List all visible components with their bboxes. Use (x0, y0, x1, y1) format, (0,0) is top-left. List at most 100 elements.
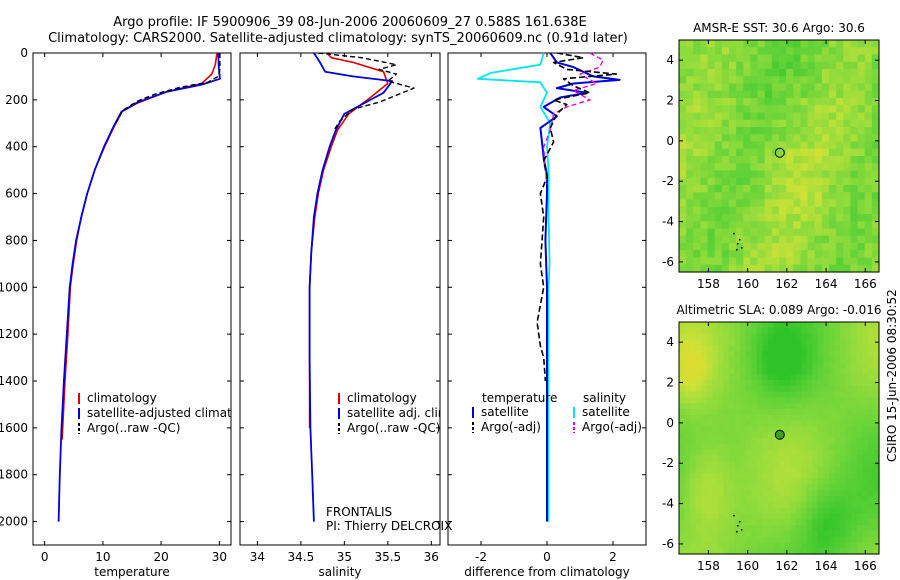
heatmap-cell (701, 397, 708, 404)
heatmap-cell (817, 548, 825, 555)
heatmap-cell (867, 472, 875, 480)
heatmap-cell (864, 177, 873, 186)
heatmap-cell (740, 345, 747, 352)
heatmap-cell (773, 368, 780, 375)
heatmap-cell (845, 525, 852, 532)
heatmap-cell (764, 98, 773, 106)
heatmap-cell (779, 420, 786, 427)
heatmap-cell (829, 228, 837, 237)
heatmap-cell (679, 374, 686, 381)
heatmap-cell (750, 134, 759, 143)
heatmap-cell (829, 47, 837, 56)
heatmap-cell (736, 40, 744, 48)
heatmap-cell (701, 322, 708, 329)
heatmap-cell (836, 134, 844, 143)
heatmap-cell (867, 403, 875, 410)
heatmap-cell (856, 542, 863, 549)
heatmap-cell (873, 409, 880, 416)
heatmap-cell (779, 530, 786, 538)
heatmap-cell (717, 397, 725, 404)
heatmap-cell (734, 472, 741, 480)
heatmap-cell (873, 374, 880, 381)
heatmap-cell (779, 206, 787, 215)
heatmap-cell (762, 525, 769, 532)
heatmap-cell (764, 264, 773, 273)
heatmap-cell (762, 449, 769, 456)
heatmap-cell (806, 426, 813, 433)
heatmap-cell (771, 112, 780, 121)
heatmap-cell (690, 374, 697, 381)
heatmap-cell (786, 170, 794, 179)
heatmap-cell (800, 221, 809, 230)
heatmap-cell (784, 461, 791, 468)
heatmap-cell (856, 391, 863, 398)
heatmap-cell (700, 156, 709, 164)
heatmap-cell (817, 403, 825, 410)
heatmap-cell (817, 345, 825, 352)
heatmap-cell (757, 170, 766, 179)
heatmap-cell (836, 163, 844, 172)
heatmap-cell (690, 519, 697, 526)
heatmap-cell (762, 327, 769, 335)
heatmap-cell (734, 530, 741, 538)
heatmap-cell (871, 112, 880, 121)
heatmap-cell (807, 156, 816, 164)
heatmap-cell (700, 185, 709, 193)
y-tick-label: -6 (662, 537, 674, 551)
legend-label: Argo(-adj) (582, 420, 642, 434)
heatmap-cell (817, 426, 825, 433)
heatmap-cell (762, 496, 769, 503)
heatmap-cell (779, 426, 786, 433)
heatmap-cell (767, 496, 775, 503)
heatmap-cell (801, 449, 808, 456)
heatmap-cell (771, 156, 780, 164)
heatmap-cell (845, 368, 852, 375)
heatmap-cell (734, 426, 741, 433)
heatmap-cell (723, 345, 730, 352)
heatmap-cell (706, 356, 713, 364)
heatmap-cell (800, 206, 809, 215)
heatmap-cell (693, 206, 702, 215)
heatmap-cell (843, 119, 852, 128)
heatmap-cell (871, 105, 880, 114)
heatmap-cell (701, 351, 708, 358)
heatmap-cell (817, 333, 825, 340)
heatmap-cell (693, 148, 702, 157)
heatmap-cell (729, 333, 736, 340)
x-tick-label: 166 (854, 277, 877, 291)
heatmap-cell (679, 327, 686, 335)
heatmap-cell (700, 264, 709, 273)
heatmap-cell (750, 199, 759, 208)
heatmap-cell (840, 496, 847, 503)
heatmap-cell (843, 98, 852, 106)
heatmap-cell (840, 507, 847, 514)
heatmap-cell (723, 420, 730, 427)
heatmap-cell (745, 478, 752, 485)
heatmap-cell (871, 228, 880, 237)
heatmap-cell (864, 69, 873, 77)
heatmap-cell (679, 333, 686, 340)
heatmap-cell (857, 127, 866, 135)
heatmap-cell (751, 542, 758, 549)
profile-location-marker (774, 147, 785, 158)
heatmap-cell (757, 250, 766, 259)
heatmap-cell (762, 467, 769, 474)
heatmap-cell (806, 513, 813, 520)
heatmap-cell (684, 507, 691, 514)
heatmap-cell (779, 257, 787, 266)
heatmap-cell (729, 214, 737, 222)
heatmap-cell (764, 228, 773, 237)
heatmap-cell (686, 221, 694, 230)
track-point (738, 238, 741, 241)
heatmap-cell (706, 374, 713, 381)
track-point (733, 232, 735, 235)
heatmap-cell (795, 530, 802, 538)
heatmap-cell (807, 257, 816, 266)
heatmap-cell (829, 409, 836, 416)
heatmap-cell (817, 391, 825, 398)
heatmap-cell (851, 426, 858, 433)
heatmap-cell (734, 368, 741, 375)
heatmap-cell (786, 90, 794, 99)
heatmap-cell (786, 141, 794, 150)
heatmap-cell (850, 127, 859, 135)
